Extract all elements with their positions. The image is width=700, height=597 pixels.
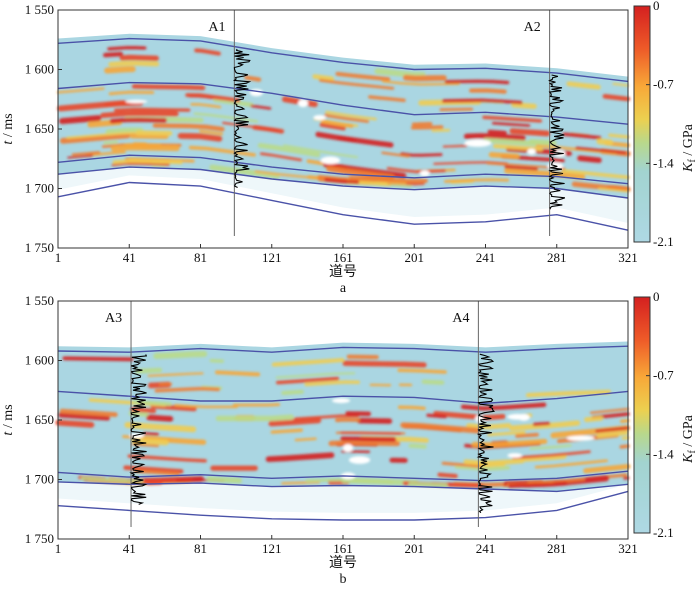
x-tick-label: 201: [405, 541, 425, 556]
horizon-line-3: [57, 154, 629, 185]
colorbar: [633, 296, 651, 534]
x-tick-label: 1: [55, 541, 62, 556]
y-tick-label: 1 650: [25, 412, 54, 427]
well-label-A4: A4: [452, 311, 469, 326]
panel-b: A3 A4 1 41 81 121 161 201 241 281 321 1 550 1 600 1 6…: [1, 289, 698, 587]
x-tick-label: 281: [547, 250, 567, 265]
colorbar-tick-label: -0.7: [653, 77, 674, 92]
x-tick-label: 1: [55, 250, 62, 265]
y-tick-label: 1 700: [25, 472, 54, 487]
colorbar-tick-label: 0: [653, 289, 660, 304]
x-tick-label: 321: [618, 250, 638, 265]
x-tick-label: 241: [476, 250, 496, 265]
colorbar-tick-label: -1.4: [653, 446, 674, 461]
y-tick-label: 1 600: [25, 353, 54, 368]
y-tick-label: 1 650: [25, 121, 54, 136]
colorbar-tick-label: -0.7: [653, 368, 674, 383]
colorbar-tick-label: -2.1: [653, 234, 674, 249]
well-label-A2: A2: [524, 20, 541, 35]
well-label-A3: A3: [105, 311, 122, 326]
x-tick-label: 161: [333, 250, 353, 265]
x-tick-label: 201: [405, 250, 425, 265]
horizon-line-3: [57, 470, 629, 482]
colorbar-tick-label: -1.4: [653, 155, 674, 170]
panel-a: A1 A2 1 41 81 121 161 201 241 281 321 1 550 1 600 1 6…: [1, 0, 698, 296]
x-tick-label: 121: [262, 541, 282, 556]
y-tick-label: 1 750: [25, 240, 54, 255]
y-tick-label: 1 600: [25, 62, 54, 77]
x-tick-label: 81: [194, 250, 207, 265]
y-axis-label: t / ms: [1, 404, 16, 435]
x-tick-label: 281: [547, 541, 567, 556]
x-tick-label: 321: [618, 541, 638, 556]
colorbar-tick-label: 0: [653, 0, 660, 13]
x-tick-label: 161: [333, 541, 353, 556]
y-tick-label: 1 750: [25, 531, 54, 546]
x-tick-label: 81: [194, 541, 207, 556]
panel-label: a: [340, 281, 347, 296]
amplitude-texture: [56, 45, 631, 193]
y-axis-label: t / ms: [1, 113, 16, 144]
amplitude-texture: [55, 351, 631, 488]
x-tick-label: 41: [123, 250, 136, 265]
panel-label: b: [340, 572, 347, 587]
horizon-line-4: [57, 166, 629, 199]
y-tick-label: 1 700: [25, 181, 54, 196]
x-tick-label: 121: [262, 250, 282, 265]
well-log-A1: [233, 48, 252, 188]
x-axis-label: 道号: [329, 264, 357, 280]
horizon-line-2: [57, 390, 629, 405]
y-tick-label: 1 550: [25, 2, 54, 17]
horizon-line-5: [57, 490, 629, 521]
y-tick-label: 1 550: [25, 293, 54, 308]
horizon-line-5: [57, 181, 629, 231]
x-tick-label: 41: [123, 541, 136, 556]
horizon-line-2: [57, 81, 629, 125]
lower-zone-fill: [58, 167, 628, 224]
well-log-A2: [547, 74, 566, 210]
well-log-A3: [129, 354, 148, 505]
well-log-A4: [476, 353, 496, 514]
well-label-A1: A1: [208, 20, 225, 35]
horizon-line-4: [57, 481, 629, 493]
horizon-line-1: [57, 37, 629, 83]
x-tick-label: 241: [476, 541, 496, 556]
colorbar: [633, 5, 651, 243]
colorbar-label: Kf / GPa: [681, 123, 698, 172]
horizon-line-1: [57, 345, 629, 353]
colorbar-label: Kf / GPa: [681, 414, 698, 463]
x-axis-label: 道号: [329, 555, 357, 571]
colorbar-tick-label: -2.1: [653, 525, 674, 540]
